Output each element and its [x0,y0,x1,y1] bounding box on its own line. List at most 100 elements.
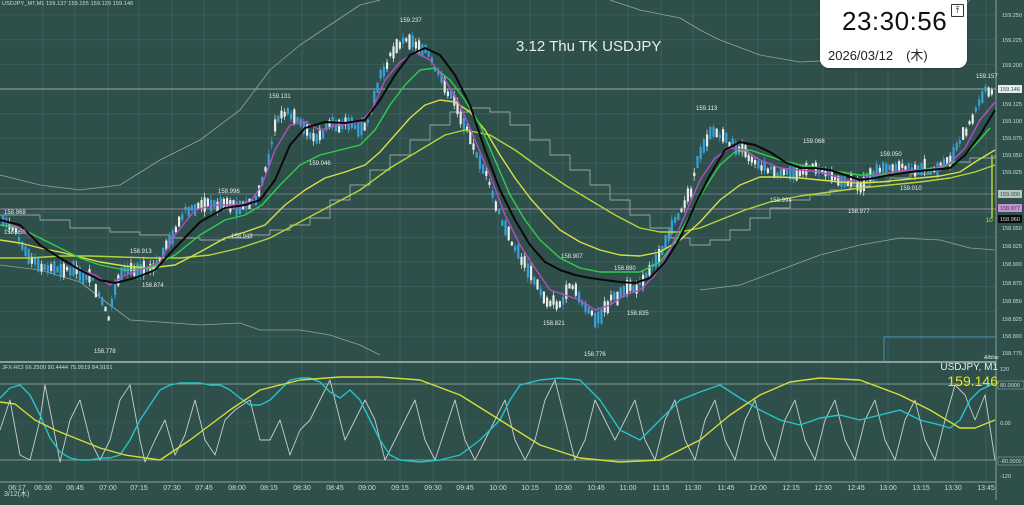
price-axis: 159.250159.225159.200159.175159.125159.1… [1002,13,1022,357]
time-tick: 09:45 [456,485,474,492]
svg-text:158.977: 158.977 [1000,206,1020,212]
time-tick: 10:45 [587,485,605,492]
indicator-info: JFX-RCI 66.2500 90.4444 75.9519 84.9161 [2,365,113,371]
svg-text:159.000: 159.000 [1000,192,1020,198]
time-tick: 11:00 [620,485,637,492]
clock-widget[interactable]: 23:30:56 2026/03/12 (木) ⤒ [820,0,967,68]
price-tick: 159.250 [1002,13,1022,19]
time-tick: 08:30 [293,485,311,492]
svg-text:159.146: 159.146 [1000,87,1020,93]
price-mark-label: 158.890 [614,266,636,272]
price-tick: 158.900 [1002,262,1022,268]
rci-tick: 0.00 [1000,421,1011,427]
time-tick: 12:30 [814,485,832,492]
price-mark-label: 159.237 [400,18,422,24]
price-tick: 159.125 [1002,102,1022,108]
price-tick: 158.775 [1002,351,1022,357]
price-mark-label: 158.907 [561,254,583,260]
svg-text:0.00: 0.00 [1000,421,1011,427]
price-mark-label: 158.994 [770,198,792,204]
price-mark-label: 158.943 [231,234,253,240]
main-symbol-info: USDJPY_MT,M1 159.137 159.155 159.129 159… [2,1,134,7]
ma-black-line [0,47,996,284]
clock-time: 23:30:56 [842,6,948,36]
time-tick: 07:45 [195,485,213,492]
time-tick: 07:00 [99,485,117,492]
svg-text:80.0000: 80.0000 [1000,383,1020,389]
rci-tick: 80.0000 [997,380,1024,390]
price-badge: 159.146 [998,85,1022,93]
price-tick: 158.800 [1002,334,1022,340]
date-label: 3/12(木) [4,491,30,498]
time-tick: 12:45 [847,485,865,492]
stop-level-line [883,336,996,362]
time-tick: 07:15 [130,485,148,492]
pin-icon[interactable]: ⤒ [951,4,964,17]
svg-text:-80.0000: -80.0000 [1000,459,1022,465]
price-mark-label: 158.968 [4,210,26,216]
time-tick: 13:00 [879,485,897,492]
price-tick: 158.925 [1002,244,1022,250]
price-mark-label: 159.050 [880,152,902,158]
price-badge: 158.960 [998,215,1022,223]
time-tick: 12:15 [782,485,800,492]
price-marks: 158.968 158.950 158.778 158.913 158.874 158.9… [4,18,998,358]
svg-text:158.960: 158.960 [1000,217,1020,223]
time-tick: 08:00 [228,485,246,492]
rci-slow-line [0,376,996,463]
price-mark-label: 159.131 [269,94,291,100]
price-mark-label: 159.157 [976,74,998,80]
clock-date: 2026/03/12 (木) [828,48,928,63]
time-tick: 09:15 [391,485,409,492]
time-tick: 11:15 [653,485,670,492]
time-tick: 09:30 [424,485,442,492]
price-mark-label: 159.068 [803,139,825,145]
band_upper-line [0,0,381,191]
price-tick: 159.075 [1002,136,1022,142]
time-tick: 06:45 [66,485,84,492]
ma-fast-line [0,51,996,311]
time-tick: 06:17 [8,485,26,492]
price-tick: 159.225 [1002,38,1022,44]
price-tick: 159.025 [1002,170,1022,176]
price-badge: 158.977 [998,204,1022,212]
price-badge: 159.000 [998,190,1022,198]
time-tick: 08:15 [260,485,278,492]
marker-label: 10 [986,218,993,224]
rci-tick: -120 [1000,474,1011,480]
time-tick: 13:30 [944,485,962,492]
time-tick: 11:45 [718,485,735,492]
price-tick: 159.050 [1002,153,1022,159]
svg-text:120: 120 [1000,367,1009,373]
price-mark-label: 158.776 [584,352,606,358]
time-tick: 06:30 [34,485,52,492]
price-mark-label: 158.950 [4,230,26,236]
price-mark-label: 158.977 [848,209,870,215]
time-tick: 12:00 [749,485,767,492]
watermark: Alldise [983,355,999,361]
time-tick: 09:00 [358,485,376,492]
time-axis: 06:17 06:30 06:45 07:00 07:15 07:30 07:45 08:00… [8,485,995,492]
time-tick: 10:30 [554,485,572,492]
time-tick: 07:30 [163,485,181,492]
price-tick: 158.850 [1002,299,1022,305]
time-tick: 08:45 [326,485,344,492]
price-mark-label: 159.046 [309,161,331,167]
time-tick: 10:15 [521,485,539,492]
price-tick: 158.825 [1002,317,1022,323]
time-tick: 13:15 [912,485,930,492]
rci-fast-line [0,379,996,463]
ma-yellow-line [0,99,996,269]
rci-tick: 120 [1000,367,1009,373]
price-tick: 159.100 [1002,119,1022,125]
subwindow-symbol-label: USDJPY, M1 [940,362,998,373]
rci-tick: -80.0000 [997,456,1024,466]
price-mark-label: 158.996 [218,189,240,195]
price-mark-label: 159.113 [696,106,718,112]
chart-title: 3.12 Thu TK USDJPY [516,38,662,55]
grid [0,0,996,482]
band_lower_right-line [699,237,996,291]
